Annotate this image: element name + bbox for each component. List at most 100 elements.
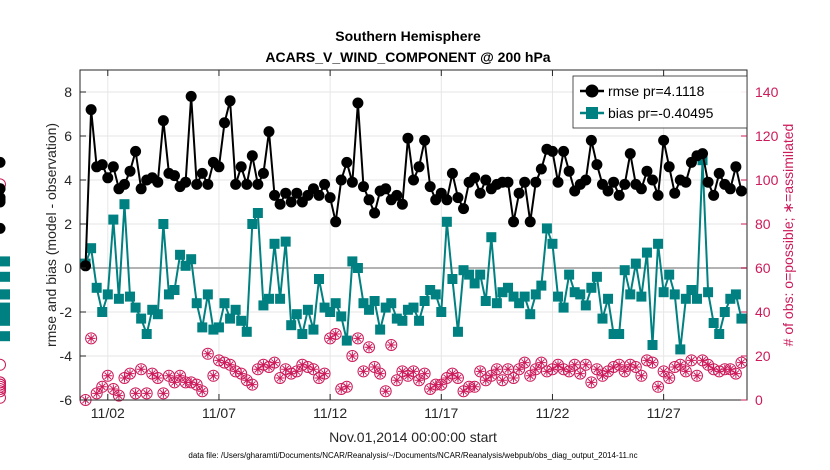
bias-point [714,329,725,339]
obs-assimilated-point [692,371,702,381]
bias-point [0,256,10,267]
rmse-point [519,176,531,188]
bias-point [691,293,702,304]
rmse-point [452,192,464,204]
obs-assimilated-point [648,358,658,368]
obs-assimilated-series [81,330,746,405]
bias-point [191,298,202,309]
rmse-point [352,97,364,109]
bias-point [364,304,375,315]
obs-possible-point [652,380,665,393]
rmse-point [524,216,536,228]
obs-assimilated-point [436,380,446,390]
obs-assimilated-point [725,364,735,374]
y-tick-label: 0 [64,260,72,276]
rmse-point [130,145,142,157]
obs-assimilated-point [703,360,713,370]
rmse-point [708,189,720,201]
bias-point [369,296,380,306]
obs-assimilated-point [653,382,663,392]
obs-assimilated-point [208,371,218,381]
bias-point [464,269,475,280]
rmse-point [419,134,431,146]
bias-point [236,315,247,326]
obs-assimilated-point [642,355,652,365]
bias-point [0,309,10,320]
bias-point [347,256,358,267]
bias-point [0,289,10,300]
bias-point [308,324,319,335]
rmse-point [552,176,564,188]
obs-assimilated-point [119,373,129,383]
bias-point [619,265,630,276]
rmse-point [107,161,119,173]
obs-assimilated-point [381,386,391,396]
bias-point [269,238,280,249]
bias-point [725,293,736,304]
obs-possible-point [207,369,220,382]
rmse-point [535,163,547,175]
obs-assimilated-point [175,371,185,381]
obs-assimilated-point [242,375,252,385]
obs-assimilated-point [303,362,313,372]
obs-possible-point [0,358,6,371]
bias-point [675,344,686,355]
rmse-point [613,189,625,201]
y-tick-label: -2 [60,304,73,320]
obs-assimilated-point [470,382,480,392]
bias-point [658,287,669,298]
obs-assimilated-point [609,362,619,372]
obs-assimilated-point [547,364,557,374]
bias-point [180,260,191,271]
rmse-point [185,90,197,102]
obs-assimilated-point [597,371,607,381]
rmse-point [658,134,670,146]
rmse-point [647,174,659,186]
bias-point [475,269,486,280]
obs-assimilated-point [375,369,385,379]
obs-assimilated-point [475,366,485,376]
bias-point [653,238,664,249]
obs-assimilated-point [192,380,202,390]
bias-point [630,258,641,269]
obs-assimilated-point [536,358,546,368]
rmse-point [563,165,575,177]
rmse-point [213,161,225,173]
bias-point [175,249,186,260]
obs-assimilated-point [264,362,274,372]
rmse-point [652,189,664,201]
rmse-point [641,165,653,177]
bias-point [0,315,10,326]
rmse-point [341,156,353,168]
obs-assimilated-point [370,362,380,372]
obs-possible-point [351,332,364,345]
obs-possible-point [101,369,114,382]
obs-assimilated-point [214,355,224,365]
bias-point [152,309,163,320]
x-tick-label: 11/27 [647,405,681,421]
legend-bias-marker [586,107,598,119]
obs-assimilated-point [553,360,563,370]
obs-assimilated-point [247,380,257,390]
obs-possible-point [201,347,214,360]
obs-assimilated-point [442,373,452,383]
rmse-point [118,178,130,190]
obs-assimilated-point [225,360,235,370]
obs-assimilated-point [147,369,157,379]
rmse-point [202,178,214,190]
rmse-point [274,198,286,210]
bias-point [275,293,286,304]
bias-point [525,309,536,320]
obs-assimilated-point [131,388,141,398]
obs-assimilated-point [542,366,552,376]
rmse-point [624,148,636,160]
bias-point [352,263,363,273]
obs-possible-point [140,387,153,400]
obs-assimilated-point [92,388,102,398]
y-tick-label: -6 [60,392,73,408]
rmse-point [191,178,203,190]
rmse-point [135,183,147,195]
legend-rmse-label: rmse pr=4.1118 [608,83,705,99]
obs-assimilated-point [325,333,335,343]
bias-point [686,285,697,295]
